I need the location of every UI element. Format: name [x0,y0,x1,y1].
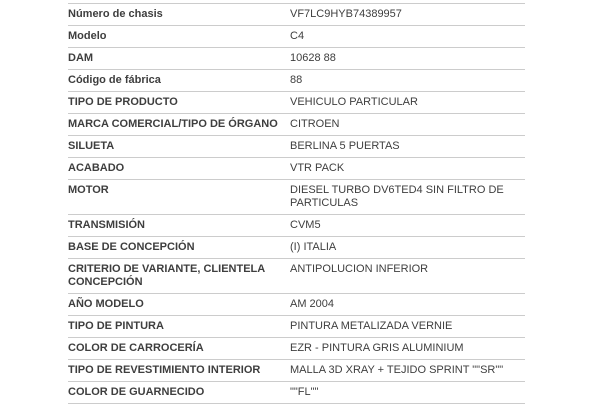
spec-label: Modelo [68,30,107,42]
table-row: BASE DE CONCEPCIÓN (I) ITALIA [68,237,525,259]
spec-label: COLOR DE GUARNECIDO [68,386,205,398]
spec-label: Número de chasis [68,8,163,20]
spec-value: VEHICULO PARTICULAR [290,96,418,108]
spec-label: CRITERIO DE VARIANTE, CLIENTELA CONCEPCI… [68,263,265,288]
spec-value: CITROEN [290,118,340,130]
table-row: CRITERIO DE VARIANTE, CLIENTELA CONCEPCI… [68,259,525,294]
table-row: Modelo C4 [68,26,525,48]
spec-label: ACABADO [68,162,125,174]
spec-value: EZR - PINTURA GRIS ALUMINIUM [290,342,464,354]
table-row: AÑO MODELO AM 2004 [68,294,525,316]
vehicle-spec-sheet: Número de chasis VF7LC9HYB74389957 Model… [68,3,525,404]
table-row: MOTOR DIESEL TURBO DV6TED4 SIN FILTRO DE… [68,180,525,215]
table-row: DAM 10628 88 [68,48,525,70]
spec-label: MARCA COMERCIAL/TIPO DE ÓRGANO [68,118,278,130]
spec-value: DIESEL TURBO DV6TED4 SIN FILTRO DE PARTI… [290,184,504,209]
table-row: ACABADO VTR PACK [68,158,525,180]
table-row: COLOR DE CARROCERÍA EZR - PINTURA GRIS A… [68,338,525,360]
spec-value: ANTIPOLUCION INFERIOR [290,263,429,275]
spec-label: Código de fábrica [68,74,161,86]
spec-label: AÑO MODELO [68,298,144,310]
spec-label: TIPO DE PINTURA [68,320,164,332]
spec-value: MALLA 3D XRAY + TEJIDO SPRINT ""SR"" [290,364,504,376]
spec-table-body: Número de chasis VF7LC9HYB74389957 Model… [68,3,525,404]
table-row: Código de fábrica 88 [68,70,525,92]
table-row: MARCA COMERCIAL/TIPO DE ÓRGANO CITROEN [68,114,525,136]
spec-label: BASE DE CONCEPCIÓN [68,241,195,253]
table-row: TRANSMISIÓN CVM5 [68,215,525,237]
spec-value: BERLINA 5 PUERTAS [290,140,400,152]
spec-value: VTR PACK [290,162,345,174]
table-row: TIPO DE REVESTIMIENTO INTERIOR MALLA 3D … [68,360,525,382]
spec-label: COLOR DE CARROCERÍA [68,342,204,354]
table-row: TIPO DE PRODUCTO VEHICULO PARTICULAR [68,92,525,114]
spec-label: TIPO DE REVESTIMIENTO INTERIOR [68,364,261,376]
spec-value: 88 [290,74,303,86]
spec-value: CVM5 [290,219,321,231]
spec-label: DAM [68,52,94,64]
spec-value: VF7LC9HYB74389957 [290,8,402,20]
spec-value: ""FL"" [290,386,319,398]
vehicle-spec-table: Número de chasis VF7LC9HYB74389957 Model… [68,3,525,404]
spec-value: AM 2004 [290,298,335,310]
table-row: TIPO DE PINTURA PINTURA METALIZADA VERNI… [68,316,525,338]
table-row: SILUETA BERLINA 5 PUERTAS [68,136,525,158]
spec-label: MOTOR [68,184,109,196]
spec-label: TRANSMISIÓN [68,219,145,231]
spec-value: 10628 88 [290,52,336,64]
spec-value: (I) ITALIA [290,241,337,253]
spec-value: PINTURA METALIZADA VERNIE [290,320,453,332]
table-row: COLOR DE GUARNECIDO ""FL"" [68,382,525,404]
spec-value: C4 [290,30,305,42]
spec-label: SILUETA [68,140,115,152]
spec-label: TIPO DE PRODUCTO [68,96,178,108]
table-row: Número de chasis VF7LC9HYB74389957 [68,3,525,26]
